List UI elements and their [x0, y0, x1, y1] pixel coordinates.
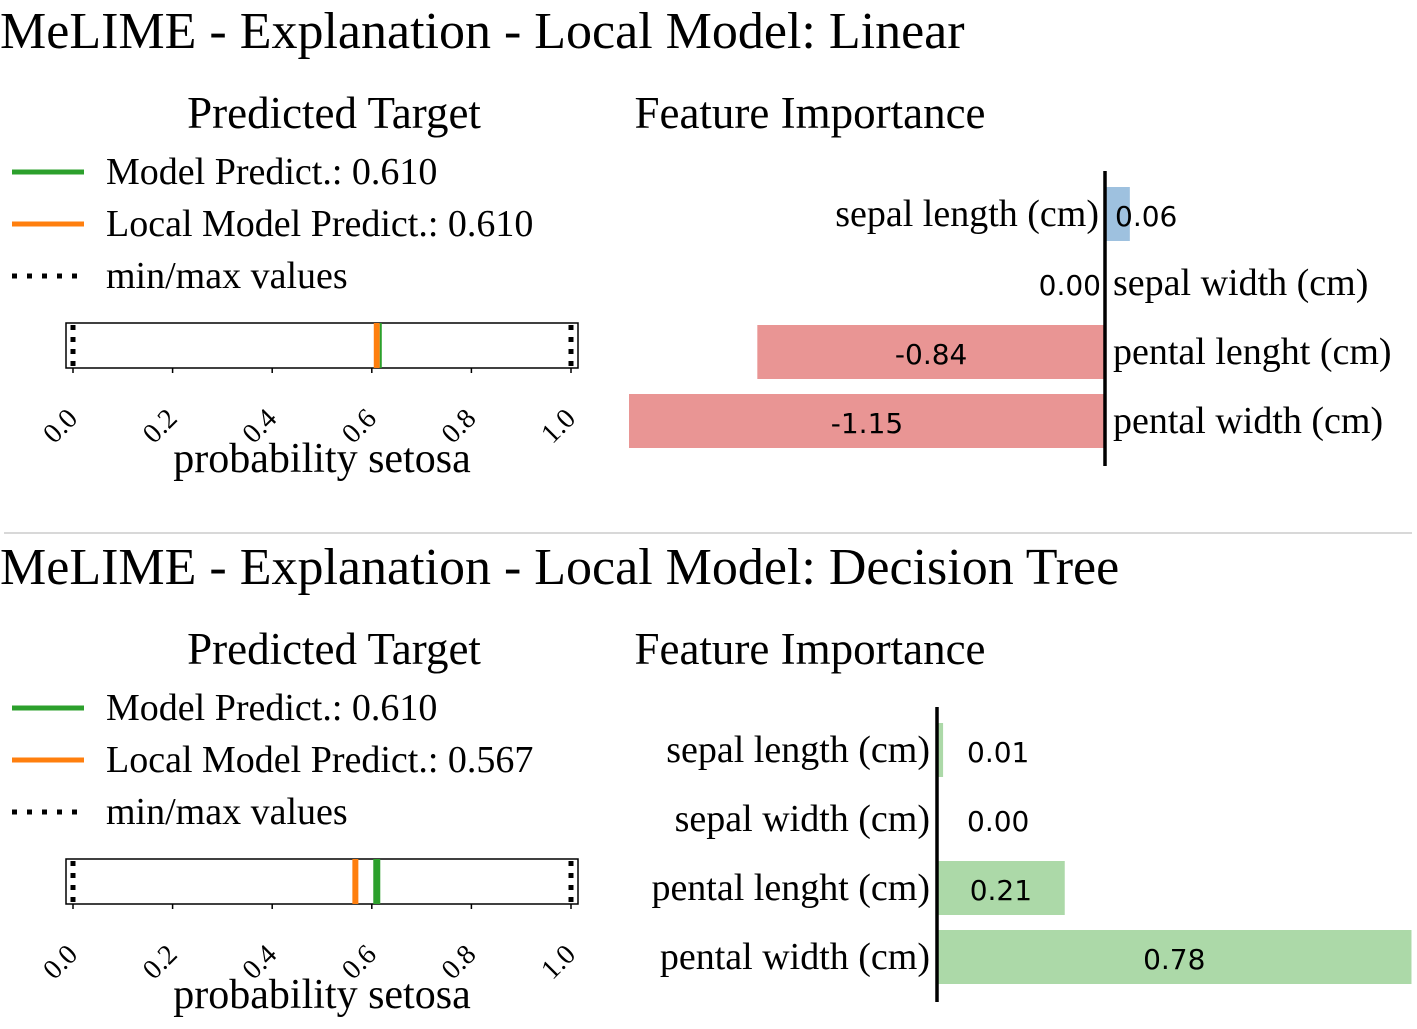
x-axis-label: probability setosa	[173, 972, 471, 1018]
feature-value-label: 0.00	[967, 805, 1029, 838]
panel-title: MeLIME - Explanation - Local Model: Line…	[0, 3, 965, 60]
probability-bar-frame	[65, 858, 579, 905]
feature-bar	[629, 394, 1105, 448]
feature-bar	[757, 325, 1105, 379]
x-tick-label: 1.0	[535, 403, 582, 450]
feature-bar	[937, 930, 1412, 984]
feature-name-label: sepal width (cm)	[675, 798, 930, 840]
legend-label: Local Model Predict.: 0.610	[106, 203, 533, 245]
feature-value-label: 0.78	[1143, 943, 1205, 976]
feature-name-label: pental width (cm)	[660, 936, 930, 978]
x-tick-label: 0.0	[37, 403, 84, 450]
feature-importance-title: Feature Importance	[634, 88, 985, 138]
x-axis-label: probability setosa	[173, 436, 471, 482]
feature-bar	[937, 861, 1065, 915]
feature-bar	[1105, 187, 1130, 241]
panel-decision-tree: MeLIME - Explanation - Local Model: Deci…	[0, 539, 1412, 1018]
panel-linear: MeLIME - Explanation - Local Model: Line…	[0, 3, 1392, 482]
legend-label: Model Predict.: 0.610	[106, 151, 437, 193]
panel-title: MeLIME - Explanation - Local Model: Deci…	[0, 539, 1119, 596]
feature-name-label: pental width (cm)	[1113, 400, 1383, 442]
x-tick-label: 1.0	[535, 939, 582, 986]
feature-bar	[937, 723, 944, 777]
legend-label: min/max values	[106, 791, 348, 833]
predicted-target-legend: Model Predict.: 0.610 Local Model Predict…	[12, 687, 533, 833]
predicted-target-legend: Model Predict.: 0.610 Local Model Predict…	[12, 151, 533, 297]
feature-name-label: pental lenght (cm)	[651, 867, 930, 909]
probability-bar-frame	[65, 322, 579, 369]
feature-value-label: 0.06	[1115, 200, 1177, 233]
predicted-target-title: Predicted Target	[187, 624, 481, 674]
feature-name-label: sepal length (cm)	[835, 193, 1099, 235]
feature-name-label: pental lenght (cm)	[1113, 331, 1392, 373]
feature-value-label: 0.01	[967, 736, 1029, 769]
feature-value-label: -0.84	[895, 338, 967, 371]
feature-value-label: 0.21	[970, 874, 1032, 907]
feature-importance-title: Feature Importance	[634, 624, 985, 674]
feature-name-label: sepal length (cm)	[666, 729, 930, 771]
x-tick-label: 0.0	[37, 939, 84, 986]
feature-value-label: -1.15	[831, 407, 903, 440]
legend-label: min/max values	[106, 255, 348, 297]
legend-label: Local Model Predict.: 0.567	[106, 739, 533, 781]
feature-name-label: sepal width (cm)	[1113, 262, 1368, 304]
predicted-target-title: Predicted Target	[187, 88, 481, 138]
legend-label: Model Predict.: 0.610	[106, 687, 437, 729]
feature-value-label: 0.00	[1039, 269, 1101, 302]
